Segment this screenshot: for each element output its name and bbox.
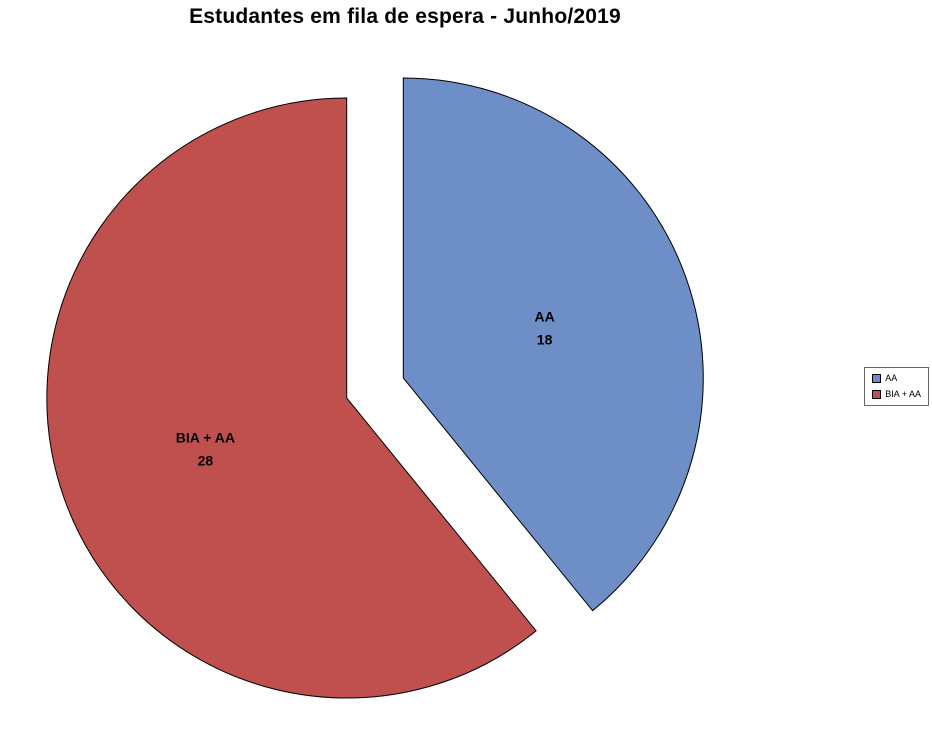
- pie-chart: AA 18 BIA + AA 28: [46, 77, 704, 699]
- legend-label: AA: [885, 373, 898, 383]
- slice-label-bia-aa: BIA + AA 28: [176, 429, 235, 468]
- legend-item-bia-aa: BIA + AA: [872, 390, 921, 399]
- legend-swatch-aa: [872, 374, 882, 383]
- legend-label: BIA + AA: [885, 389, 921, 399]
- pie-slice-bia-aa: [46, 97, 537, 699]
- slice-label-aa: AA 18: [534, 309, 554, 348]
- legend-item-aa: AA: [872, 374, 921, 383]
- pie-slice-aa: [402, 77, 704, 612]
- legend: AA BIA + AA: [864, 367, 929, 406]
- legend-swatch-bia-aa: [872, 390, 882, 399]
- chart-title: Estudantes em fila de espera - Junho/201…: [189, 5, 621, 28]
